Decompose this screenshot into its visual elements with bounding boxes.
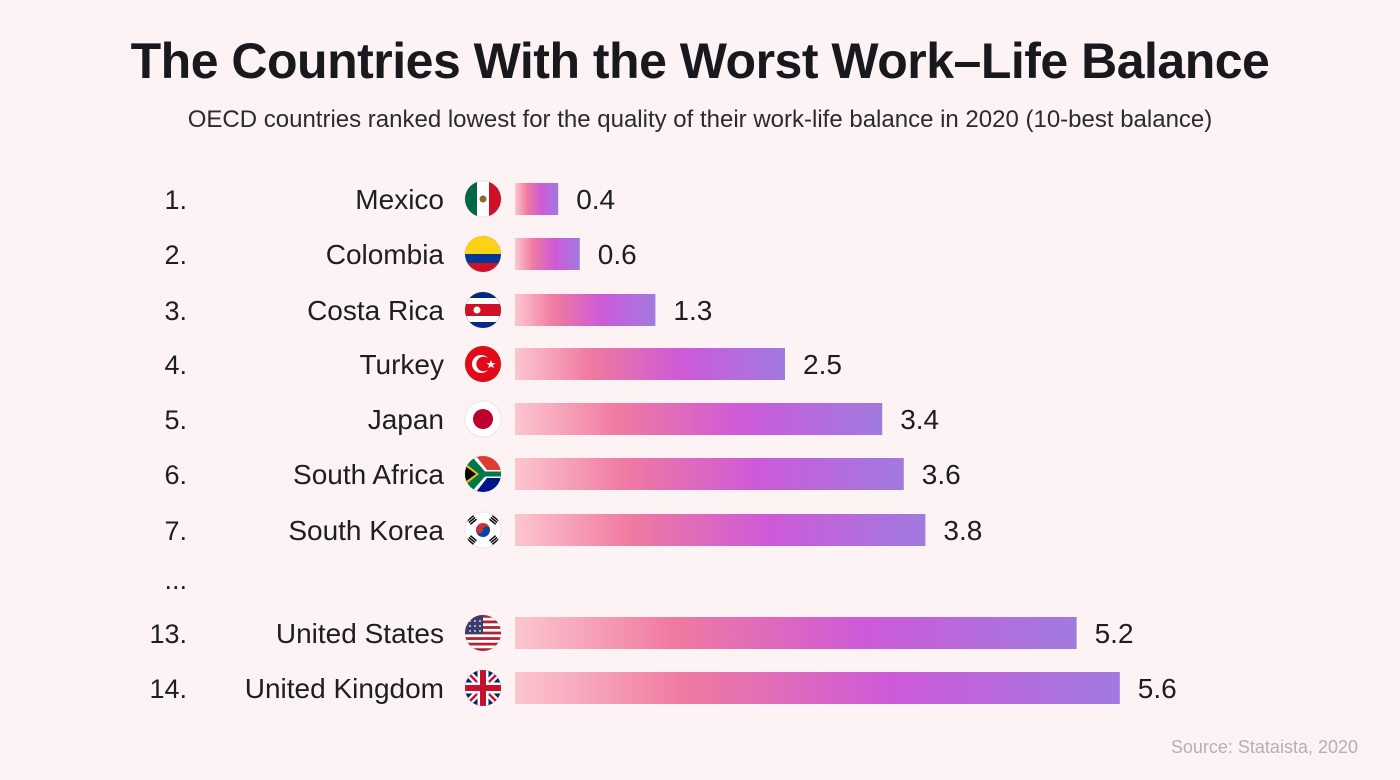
value-label: 0.4 <box>576 184 615 215</box>
bar-row: 4. Turkey 2.5 <box>164 348 842 380</box>
bar-row: 13. United States 5.2 <box>149 617 1134 649</box>
value-label: 5.6 <box>1138 673 1177 704</box>
value-label: 3.8 <box>943 515 982 546</box>
mexico-flag-icon <box>464 180 502 218</box>
bar <box>515 617 1077 649</box>
bar <box>515 458 904 490</box>
bar <box>515 672 1120 704</box>
colombia-flag-icon <box>464 235 502 273</box>
bar-row: 1. Mexico 0.4 <box>164 183 615 215</box>
bar-row: 5. Japan 3.4 <box>164 403 939 435</box>
country-label: United Kingdom <box>245 673 444 704</box>
costa-rica-flag-icon <box>464 291 502 329</box>
united-kingdom-flag-icon <box>464 669 502 707</box>
south-korea-flag-icon <box>464 511 502 549</box>
bar <box>515 514 926 546</box>
value-label: 5.2 <box>1095 618 1134 649</box>
rank-label: 4. <box>164 350 187 380</box>
rank-label: 5. <box>164 405 187 435</box>
ellipsis-label: ... <box>164 565 187 595</box>
united-states-flag-icon <box>464 614 502 652</box>
chart-title: The Countries With the Worst Work–Life B… <box>130 33 1270 89</box>
bar-row: 14. United Kingdom 5.6 <box>149 672 1177 704</box>
country-label: Mexico <box>355 184 444 215</box>
bar <box>515 294 656 326</box>
bar-row: 2. Colombia 0.6 <box>164 238 637 270</box>
rank-label: 14. <box>149 674 187 704</box>
bar <box>515 403 883 435</box>
rank-label: 1. <box>164 185 187 215</box>
bar <box>515 183 559 215</box>
country-label: Colombia <box>326 239 445 270</box>
bar <box>515 238 580 270</box>
chart-subtitle: OECD countries ranked lowest for the qua… <box>187 106 1213 133</box>
value-label: 0.6 <box>598 239 637 270</box>
country-label: South Korea <box>288 515 444 546</box>
value-label: 2.5 <box>803 349 842 380</box>
source-note: Source: Stataista, 2020 <box>1170 737 1358 757</box>
rank-label: 6. <box>164 460 187 490</box>
country-label: South Africa <box>293 459 444 490</box>
south-africa-flag-icon <box>464 455 502 493</box>
rank-label: 2. <box>164 240 187 270</box>
value-label: 3.6 <box>922 459 961 490</box>
country-label: Costa Rica <box>307 295 444 326</box>
rank-label: 3. <box>164 296 187 326</box>
rank-label: 13. <box>149 619 187 649</box>
value-label: 3.4 <box>900 404 939 435</box>
rank-label: 7. <box>164 516 187 546</box>
value-label: 1.3 <box>673 295 712 326</box>
bar-row: 7. South Korea 3.8 <box>164 514 982 546</box>
bar-row: 6. South Africa 3.6 <box>164 458 961 490</box>
country-label: United States <box>276 618 444 649</box>
bar <box>515 348 785 380</box>
country-label: Turkey <box>359 349 444 380</box>
bar-row: 3. Costa Rica 1.3 <box>164 294 712 326</box>
country-label: Japan <box>368 404 444 435</box>
turkey-flag-icon <box>464 345 502 383</box>
japan-flag-icon <box>464 400 502 438</box>
